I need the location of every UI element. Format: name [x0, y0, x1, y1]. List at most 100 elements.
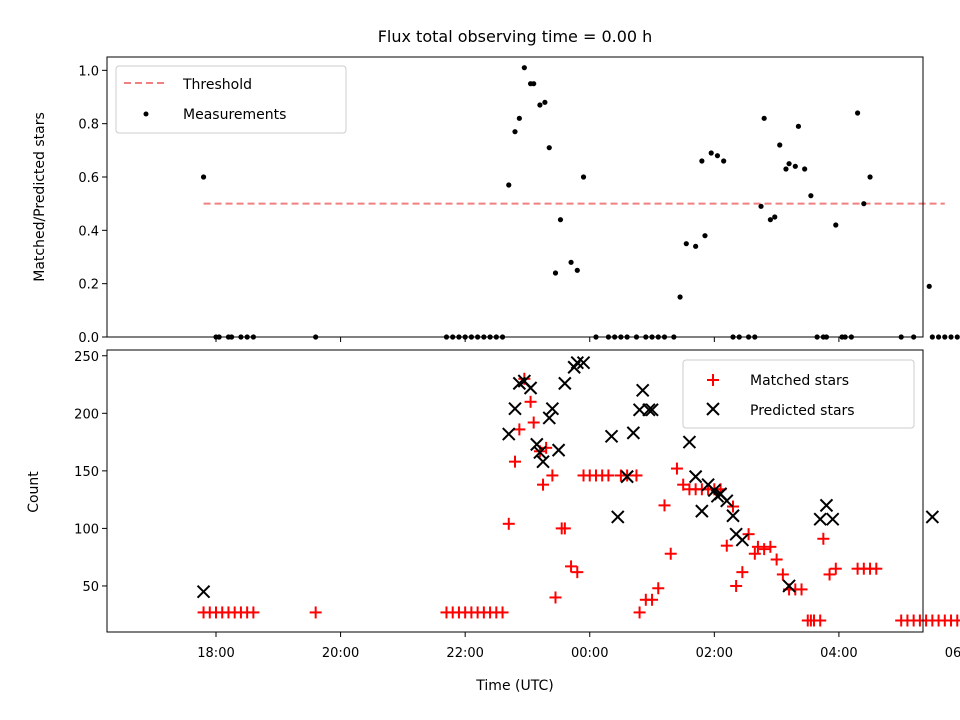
predicted-star-marker: [925, 510, 940, 524]
measurement-point: [777, 142, 783, 148]
bottom-x-tick-label: 20:00: [322, 646, 359, 661]
top-plot-frame: [106, 56, 924, 338]
bottom-x-tick-label: 22:00: [446, 646, 483, 661]
measurement-point: [693, 243, 699, 249]
matched-star-marker: [309, 606, 322, 619]
measurement-point: [786, 161, 792, 167]
legend-measurements-swatch: [143, 111, 149, 117]
measurement-point: [861, 201, 867, 207]
matched-star-marker: [770, 553, 783, 566]
measurement-point: [795, 123, 802, 129]
predicted-star-marker: [570, 355, 584, 370]
measurement-point: [808, 193, 814, 199]
measurement-point: [948, 334, 954, 340]
predicted-star-marker: [558, 376, 572, 391]
predicted-star-marker: [720, 494, 734, 508]
legend-matched-swatch: [707, 374, 719, 386]
bottom-x-tick-label: 06:00: [945, 646, 960, 661]
measurement-point: [942, 334, 948, 340]
predicted-star-marker: [545, 401, 560, 416]
measurement-point: [926, 283, 932, 289]
top-y-tick-label: 0.8: [78, 118, 99, 133]
predicted-star-marker: [542, 411, 556, 425]
bottom-x-tick-label: 04:00: [820, 646, 857, 661]
matched-star-marker: [795, 583, 808, 596]
matched-star-marker: [736, 566, 749, 579]
bottom-y-tick-label: 50: [82, 580, 99, 595]
measurement-point: [537, 102, 543, 108]
top-panel: 0.0 0.2 0.4 0.6 0.8 1.0 Matched/Predicted sta…: [32, 56, 960, 346]
predicted-star-marker: [635, 383, 650, 397]
matched-star-marker: [758, 543, 771, 556]
matched-star-marker: [817, 532, 830, 545]
top-y-tick-label: 0.4: [78, 224, 99, 239]
predicted-star-marker: [530, 437, 544, 452]
matched-star-marker: [513, 423, 526, 436]
top-y-tick-label: 0.6: [78, 171, 99, 186]
bottom-y-axis-label: Count: [26, 471, 42, 513]
measurement-point: [574, 267, 580, 273]
measurement-point: [721, 158, 727, 164]
measurement-point: [802, 166, 808, 172]
matched-star-marker: [764, 540, 777, 553]
matched-star-marker: [565, 560, 578, 573]
measurement-point: [516, 115, 522, 121]
measurement-point: [702, 233, 708, 239]
top-y-tick-label: 0.2: [78, 278, 99, 293]
matched-star-marker: [957, 619, 960, 622]
matched-star-marker: [496, 606, 509, 619]
measurement-point: [506, 182, 512, 188]
matched-star-marker: [502, 517, 515, 530]
measurement-point: [761, 115, 767, 121]
predicted-star-marker: [782, 579, 796, 593]
bottom-panel: 50 100 150 200 250 18:00 20:00 22:00 00:00 02:00 0…: [26, 349, 960, 694]
measurement-point: [767, 217, 773, 223]
matched-star-marker: [524, 395, 537, 408]
measurement-point: [854, 110, 861, 116]
bottom-legend: Matched stars Predicted stars: [682, 359, 915, 429]
matched-star-marker: [571, 566, 584, 579]
top-y-tick-label: 0.0: [78, 331, 99, 346]
matched-star-marker: [751, 540, 764, 553]
bottom-legend-box: [682, 359, 915, 429]
matched-star-marker: [664, 547, 677, 560]
matched-star-marker: [829, 562, 842, 575]
matched-star-marker: [720, 539, 733, 552]
matched-star-marker: [951, 614, 960, 627]
top-y-tick-label: 1.0: [78, 64, 99, 79]
measurement-point: [954, 334, 960, 340]
matched-star-marker: [776, 568, 789, 581]
matched-star-marker: [509, 455, 521, 468]
measurement-point: [699, 158, 705, 164]
predicted-star-marker: [813, 512, 827, 526]
matched-star-marker: [549, 591, 562, 604]
predicted-star-marker: [620, 469, 634, 484]
matched-star-marker: [602, 469, 615, 482]
matched-star-marker: [527, 416, 540, 429]
matched-star-marker: [652, 582, 665, 595]
measurement-point: [521, 65, 527, 71]
matched-star-marker: [823, 568, 836, 581]
predicted-star-marker: [523, 381, 538, 395]
measurement-point: [833, 222, 839, 228]
matched-star-marker: [558, 522, 571, 535]
bottom-plot-frame: [106, 349, 924, 633]
matched-star-marker: [537, 478, 550, 491]
matched-star-marker: [546, 469, 559, 482]
matched-star-marker: [646, 593, 659, 606]
predicted-star-marker: [533, 445, 547, 460]
x-axis-label: Time (UTC): [475, 678, 553, 694]
measurement-point: [772, 214, 778, 220]
measurement-point: [542, 99, 548, 105]
predicted-star-marker: [642, 403, 656, 417]
bottom-y-tick-label: 100: [74, 522, 99, 537]
measurement-point: [552, 270, 559, 276]
predicted-star-marker: [626, 426, 641, 440]
matched-star-marker: [658, 499, 671, 512]
predicted-star-marker: [576, 355, 591, 370]
measurement-point: [512, 129, 518, 135]
legend-measurements-label: Measurements: [183, 107, 286, 123]
measurement-point: [677, 294, 683, 300]
matched-star-marker: [748, 547, 761, 560]
